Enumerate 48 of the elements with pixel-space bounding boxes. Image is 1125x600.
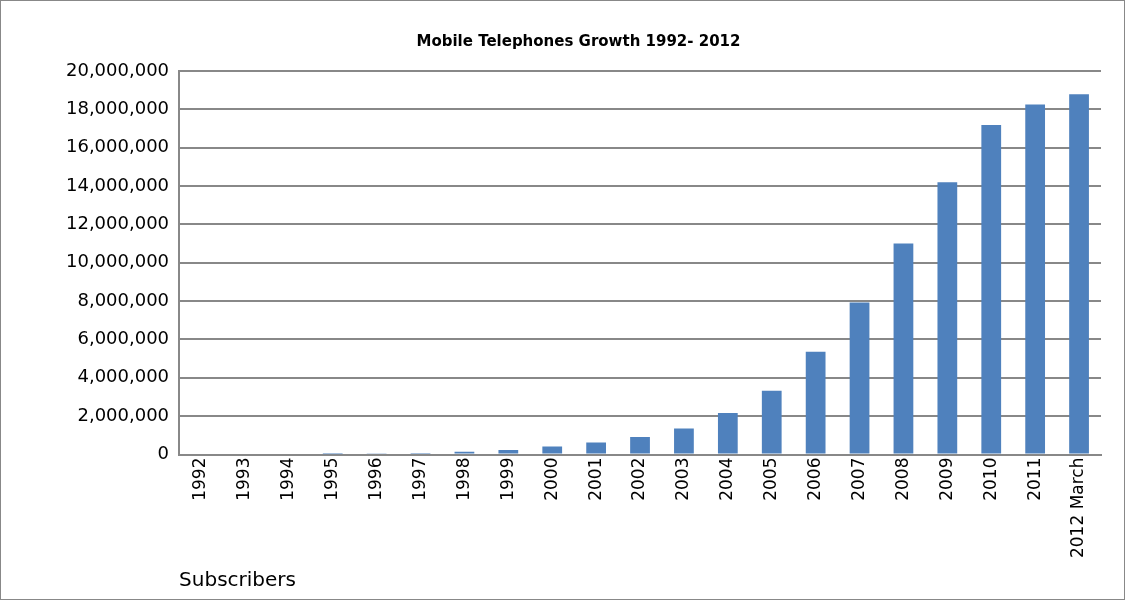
bar [893, 243, 914, 454]
bar [498, 450, 519, 454]
bar [761, 390, 782, 454]
y-tick-label: 16,000,000 [66, 135, 170, 157]
x-tick-label: 2004 [716, 457, 737, 501]
bar [981, 124, 1002, 454]
x-tick-label: 1999 [496, 457, 517, 501]
x-tick-label: 2005 [760, 457, 781, 501]
y-tick-label: 8,000,000 [77, 288, 170, 310]
x-tick-label: 1996 [365, 457, 386, 501]
bar [586, 442, 607, 454]
bar [542, 446, 563, 454]
x-tick-label: 2002 [628, 457, 649, 501]
y-tick-label: 18,000,000 [66, 97, 170, 119]
x-tick-label: 1997 [408, 457, 429, 501]
x-tick-label: 2000 [540, 457, 561, 501]
x-tick-label: 2008 [891, 457, 912, 501]
bar [1025, 104, 1046, 454]
y-tick-label: 0 [157, 442, 170, 464]
bar [849, 302, 870, 454]
bar [1069, 94, 1089, 454]
bar [674, 428, 694, 454]
y-tick-label: 2,000,000 [77, 403, 170, 425]
y-tick-label: 14,000,000 [66, 173, 170, 195]
x-tick-label: 2011 [1023, 457, 1044, 501]
x-tick-label: 2009 [935, 457, 956, 501]
y-tick-label: 10,000,000 [66, 250, 170, 272]
x-tick-label: 2001 [584, 457, 605, 501]
x-tick-label: 2012 March [1067, 457, 1088, 559]
bar [805, 351, 826, 454]
chart-title: Mobile Telephones Growth 1992- 2012 [416, 31, 741, 50]
y-tick-label: 12,000,000 [66, 212, 170, 234]
bar [717, 413, 738, 454]
y-tick-label: 4,000,000 [77, 365, 170, 387]
x-tick-label: 1994 [277, 457, 298, 501]
x-tick-label: 2007 [847, 457, 868, 501]
x-tick-label: 1993 [233, 457, 254, 501]
x-axis-title: Subscribers [179, 567, 296, 592]
y-tick-label: 20,000,000 [66, 58, 170, 80]
x-tick-label: 2010 [979, 457, 1000, 501]
bar [937, 182, 958, 454]
x-tick-label: 1995 [321, 457, 342, 501]
y-tick-label: 6,000,000 [77, 327, 170, 349]
x-tick-label: 2006 [804, 457, 825, 501]
bar [630, 437, 650, 454]
x-tick-label: 2003 [672, 457, 693, 501]
x-tick-label: 1992 [189, 457, 210, 501]
x-tick-label: 1998 [452, 457, 473, 501]
